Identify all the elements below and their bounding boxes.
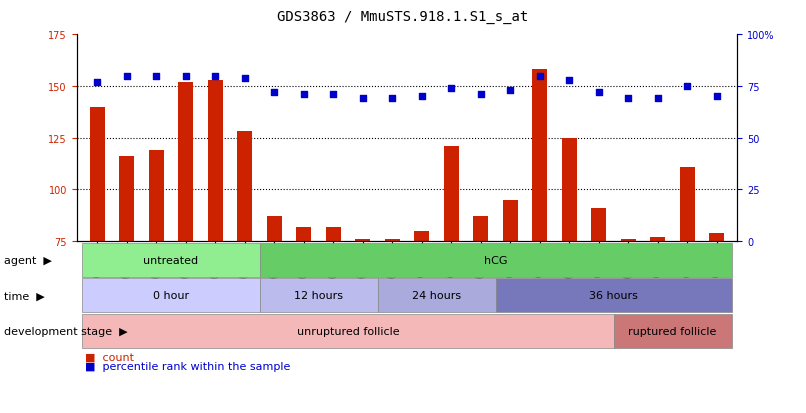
Point: [534, 73, 546, 80]
Bar: [355, 240, 370, 242]
Point: [681, 83, 694, 90]
Point: [651, 96, 664, 102]
Bar: [89, 107, 105, 242]
Text: 24 hours: 24 hours: [412, 291, 461, 301]
Bar: [592, 209, 606, 242]
Bar: [621, 240, 636, 242]
Point: [622, 96, 635, 102]
Text: ■  count: ■ count: [85, 351, 134, 361]
Text: agent  ▶: agent ▶: [4, 255, 52, 265]
Text: 0 hour: 0 hour: [153, 291, 189, 301]
Point: [209, 73, 222, 80]
Text: unruptured follicle: unruptured follicle: [297, 326, 399, 336]
Bar: [533, 70, 547, 242]
Text: time  ▶: time ▶: [4, 291, 45, 301]
Bar: [709, 233, 725, 242]
Point: [297, 92, 310, 98]
Point: [179, 73, 192, 80]
Bar: [650, 237, 665, 242]
Point: [415, 94, 428, 100]
Point: [592, 90, 605, 96]
Bar: [503, 200, 517, 242]
Bar: [297, 227, 311, 242]
Point: [326, 92, 339, 98]
Bar: [267, 217, 281, 242]
Bar: [326, 227, 341, 242]
Point: [239, 75, 251, 82]
Text: 36 hours: 36 hours: [589, 291, 638, 301]
Point: [445, 85, 458, 92]
Bar: [562, 138, 576, 242]
Point: [356, 96, 369, 102]
Point: [91, 79, 104, 86]
Bar: [414, 231, 429, 242]
Bar: [119, 157, 134, 242]
Text: 12 hours: 12 hours: [294, 291, 343, 301]
Bar: [178, 83, 193, 242]
Bar: [473, 217, 488, 242]
Point: [504, 88, 517, 94]
Bar: [208, 81, 222, 242]
Point: [563, 77, 575, 84]
Text: GDS3863 / MmuSTS.918.1.S1_s_at: GDS3863 / MmuSTS.918.1.S1_s_at: [277, 10, 529, 24]
Bar: [238, 132, 252, 242]
Bar: [385, 240, 400, 242]
Bar: [680, 167, 695, 242]
Point: [150, 73, 163, 80]
Text: hCG: hCG: [484, 255, 507, 265]
Text: development stage  ▶: development stage ▶: [4, 326, 127, 336]
Bar: [149, 151, 164, 242]
Point: [710, 94, 723, 100]
Point: [475, 92, 488, 98]
Text: ■  percentile rank within the sample: ■ percentile rank within the sample: [85, 361, 290, 371]
Text: ruptured follicle: ruptured follicle: [629, 326, 717, 336]
Point: [386, 96, 399, 102]
Point: [120, 73, 133, 80]
Bar: [444, 147, 459, 242]
Text: untreated: untreated: [143, 255, 198, 265]
Point: [268, 90, 280, 96]
